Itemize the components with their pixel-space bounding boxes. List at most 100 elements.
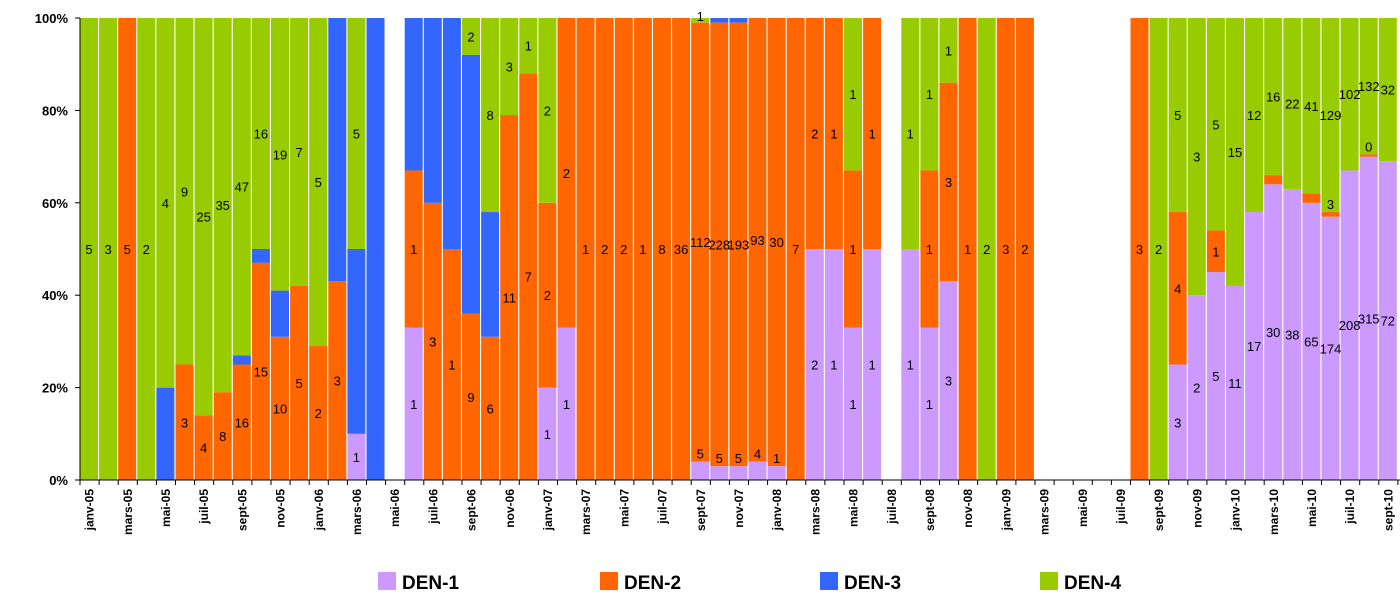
bar-déc-06-den-2 [519, 73, 538, 480]
bar-oct-06-den-4 [481, 18, 500, 213]
bar-févr-07-den-1 [557, 327, 576, 480]
legend-swatch [820, 572, 838, 590]
bar-août-06-den-2 [442, 249, 461, 480]
data-label-mars-05-den-2: 5 [124, 242, 131, 257]
data-label-juin-05-den-4: 9 [181, 184, 188, 199]
legend-label: DEN-4 [1064, 573, 1121, 594]
bar-mars-08-den-1 [805, 249, 824, 480]
x-tick-label: mai-10 [1305, 489, 1319, 527]
bar-sept-10-den-1 [1378, 161, 1397, 480]
data-label-févr-10-den-1: 17 [1247, 339, 1261, 354]
bar-avr-05-den-4 [137, 18, 156, 480]
bar-janv-06-den-2 [309, 346, 328, 480]
bar-sept-05-den-3 [232, 355, 251, 365]
data-label-sept-07-den-2: 112 [690, 235, 711, 250]
data-label-sept-05-den-2: 16 [235, 415, 249, 430]
bar-janv-05-den-4 [80, 18, 98, 480]
bar-sept-07-den-2 [691, 22, 710, 462]
data-label-avr-08-den-2: 1 [830, 127, 837, 142]
data-label-sept-10-den-1: 72 [1381, 314, 1395, 329]
bar-déc-09-den-1 [1206, 272, 1225, 480]
bar-mars-07-den-2 [576, 18, 595, 480]
bar-août-10-den-4 [1359, 18, 1378, 155]
bar-sept-06-den-3 [462, 54, 480, 314]
bar-janv-07-den-2 [538, 202, 557, 388]
data-label-août-10-den-1: 315 [1358, 311, 1380, 326]
data-label-août-08-den-4: 1 [907, 127, 914, 142]
bar-oct-06-den-2 [481, 336, 500, 480]
bar-janv-10-den-4 [1226, 18, 1244, 286]
data-label-janv-06-den-2: 2 [315, 406, 322, 421]
data-label-août-10-den-2: 0 [1365, 139, 1372, 154]
data-label-mars-08-den-2: 2 [811, 127, 818, 142]
bar-avr-10-den-1 [1283, 188, 1302, 480]
data-label-juil-05-den-4: 25 [196, 210, 210, 225]
data-label-déc-05-den-4: 7 [295, 145, 302, 160]
data-label-sept-06-den-4: 2 [467, 29, 474, 44]
data-label-févr-07-den-1: 1 [563, 397, 570, 412]
data-label-mai-05-den-4: 4 [162, 196, 169, 211]
x-tick-label: sept-09 [1152, 489, 1166, 531]
x-tick-label: mars-06 [350, 489, 364, 535]
bar-janv-08-den-1 [767, 466, 786, 480]
bar-nov-08-den-2 [958, 18, 977, 480]
data-label-nov-06-den-4: 3 [506, 60, 513, 75]
data-label-juil-10-den-1: 208 [1339, 318, 1361, 333]
bar-juin-06-den-1 [404, 327, 423, 480]
data-label-nov-07-den-2: 193 [728, 237, 750, 252]
bar-déc-09-den-4 [1206, 18, 1225, 231]
bar-févr-05-den-4 [99, 18, 118, 480]
data-label-sept-09-den-4: 2 [1155, 242, 1162, 257]
data-label-nov-07-den-1: 5 [735, 451, 742, 466]
bar-janv-10-den-1 [1226, 285, 1244, 480]
bar-févr-06-den-3 [328, 18, 347, 282]
data-label-sept-07-den-1: 5 [697, 447, 704, 462]
x-tick-label: nov-09 [1190, 489, 1204, 528]
bar-mai-10-den-1 [1302, 202, 1321, 481]
bar-nov-07-den-3 [729, 18, 748, 23]
x-tick-label: janv-08 [770, 489, 784, 532]
data-label-déc-06-den-2: 7 [525, 270, 532, 285]
data-label-mai-08-den-2: 1 [849, 242, 856, 257]
bar-mai-07-den-2 [614, 18, 633, 480]
data-label-oct-05-den-4: 16 [254, 127, 268, 142]
data-label-août-07-den-2: 36 [674, 242, 688, 257]
data-label-août-09-den-2: 3 [1136, 242, 1143, 257]
data-label-mai-08-den-4: 1 [849, 87, 856, 102]
bar-déc-08-den-4 [977, 18, 996, 480]
bar-sept-07-den-1 [691, 461, 710, 480]
bar-janv-07-den-1 [538, 387, 557, 480]
data-label-déc-09-den-4: 5 [1212, 117, 1219, 132]
bar-déc-09-den-2 [1206, 230, 1225, 273]
legend-swatch [1040, 572, 1058, 590]
bar-août-09-den-2 [1130, 18, 1149, 480]
data-label-janv-08-den-1: 1 [773, 451, 780, 466]
bar-févr-10-den-1 [1245, 212, 1264, 481]
y-tick-label: 0% [49, 473, 68, 488]
x-tick-label: sept-08 [923, 489, 937, 531]
data-label-oct-08-den-1: 3 [945, 374, 952, 389]
data-label-mai-07-den-2: 2 [620, 242, 627, 257]
bar-mai-08-den-1 [844, 327, 862, 480]
bars-layer [80, 18, 1397, 481]
bar-août-08-den-1 [901, 249, 920, 480]
bar-nov-06-den-4 [500, 18, 519, 116]
data-label-juil-07-den-2: 8 [658, 242, 665, 257]
bar-oct-08-den-1 [939, 281, 958, 480]
data-label-oct-09-den-2: 4 [1174, 281, 1181, 296]
legend-label: DEN-3 [844, 573, 901, 594]
bar-oct-09-den-1 [1168, 364, 1187, 480]
data-label-juin-10-den-1: 174 [1320, 341, 1342, 356]
x-tick-label: janv-09 [999, 489, 1013, 532]
bar-juil-05-den-4 [194, 18, 213, 416]
x-tick-label: mars-09 [1038, 489, 1052, 535]
x-tick-label: mars-10 [1267, 489, 1281, 535]
data-label-déc-07-den-1: 4 [754, 447, 761, 462]
data-label-mars-07-den-2: 1 [582, 242, 589, 257]
bar-juin-10-den-1 [1321, 216, 1340, 480]
data-label-oct-07-den-2: 228 [708, 237, 730, 252]
data-label-nov-05-den-2: 10 [273, 401, 287, 416]
data-label-avr-08-den-1: 1 [830, 358, 837, 373]
data-label-juil-06-den-2: 3 [429, 334, 436, 349]
data-label-juin-05-den-2: 3 [181, 415, 188, 430]
